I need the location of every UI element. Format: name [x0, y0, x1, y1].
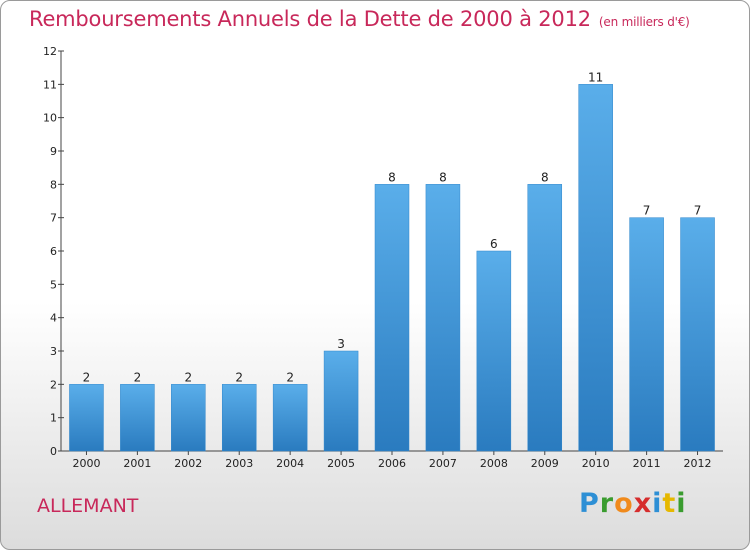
bar — [680, 217, 715, 452]
x-tick-label: 2009 — [531, 457, 559, 470]
x-tick-label: 2000 — [72, 457, 100, 470]
bar-value-label: 2 — [235, 370, 243, 384]
bar — [527, 184, 563, 452]
bar-value-label: 2 — [286, 370, 294, 384]
y-tick-label: 0 — [50, 445, 57, 458]
chart-title: Remboursements Annuels de la Dette de 20… — [29, 7, 690, 31]
bar — [272, 384, 308, 452]
bar — [629, 217, 664, 452]
bar — [323, 350, 359, 452]
bar — [578, 84, 613, 452]
x-tick-label: 2012 — [684, 457, 712, 470]
x-tick-label: 2008 — [480, 457, 508, 470]
bar-value-label: 2 — [134, 370, 142, 384]
bar-value-label: 8 — [388, 170, 396, 184]
x-tick-label: 2007 — [429, 457, 457, 470]
bar — [69, 384, 104, 452]
x-tick-label: 2010 — [582, 457, 610, 470]
bar-value-label: 3 — [337, 337, 345, 351]
y-tick-label: 3 — [50, 345, 57, 358]
y-tick-label: 11 — [43, 78, 57, 91]
bar — [171, 384, 206, 452]
logo-letter: r — [599, 488, 615, 519]
y-tick-label: 8 — [50, 178, 57, 191]
chart-unit: (en milliers d'€) — [598, 15, 690, 29]
bar-value-label: 8 — [439, 170, 447, 184]
logo-letter: t — [662, 488, 677, 519]
bar — [425, 184, 461, 452]
y-tick-label: 10 — [43, 112, 57, 125]
commune-name: ALLEMANT — [37, 495, 139, 517]
bar-value-label: 6 — [490, 237, 498, 251]
y-tick-label: 1 — [50, 412, 57, 425]
proxiti-logo: Proxiti — [579, 488, 687, 519]
x-tick-label: 2002 — [174, 457, 202, 470]
y-tick-label: 5 — [50, 278, 57, 291]
bar-value-label: 2 — [83, 370, 91, 384]
x-tick-label: 2011 — [633, 457, 661, 470]
logo-letter: i — [652, 488, 663, 519]
chart-bars: 2 2 2 2 2 3 8 8 6 8 11 7 7 — [69, 70, 715, 452]
bar-value-label: 7 — [643, 204, 651, 218]
y-tick-label: 12 — [43, 45, 57, 58]
y-tick-label: 2 — [50, 378, 57, 391]
bar — [476, 250, 512, 452]
x-tick-label: 2005 — [327, 457, 355, 470]
bar-value-label: 7 — [694, 204, 702, 218]
y-tick-label: 7 — [50, 212, 57, 225]
x-tick-label: 2001 — [123, 457, 151, 470]
chart-title-text: Remboursements Annuels de la Dette de 20… — [29, 7, 591, 31]
y-tick-label: 6 — [50, 245, 57, 258]
bar-value-label: 11 — [588, 70, 603, 84]
bar — [120, 384, 155, 452]
logo-letter: P — [579, 488, 600, 519]
logo-letter: i — [676, 488, 687, 519]
bar — [221, 384, 257, 452]
bar-value-label: 8 — [541, 170, 549, 184]
y-tick-label: 9 — [50, 145, 57, 158]
logo-letter: o — [614, 488, 634, 519]
y-tick-label: 4 — [50, 312, 57, 325]
logo-letter: x — [633, 488, 653, 519]
bar-value-label: 2 — [184, 370, 192, 384]
x-tick-label: 2004 — [276, 457, 304, 470]
x-tick-label: 2006 — [378, 457, 406, 470]
bar — [374, 184, 410, 452]
x-tick-label: 2003 — [225, 457, 253, 470]
